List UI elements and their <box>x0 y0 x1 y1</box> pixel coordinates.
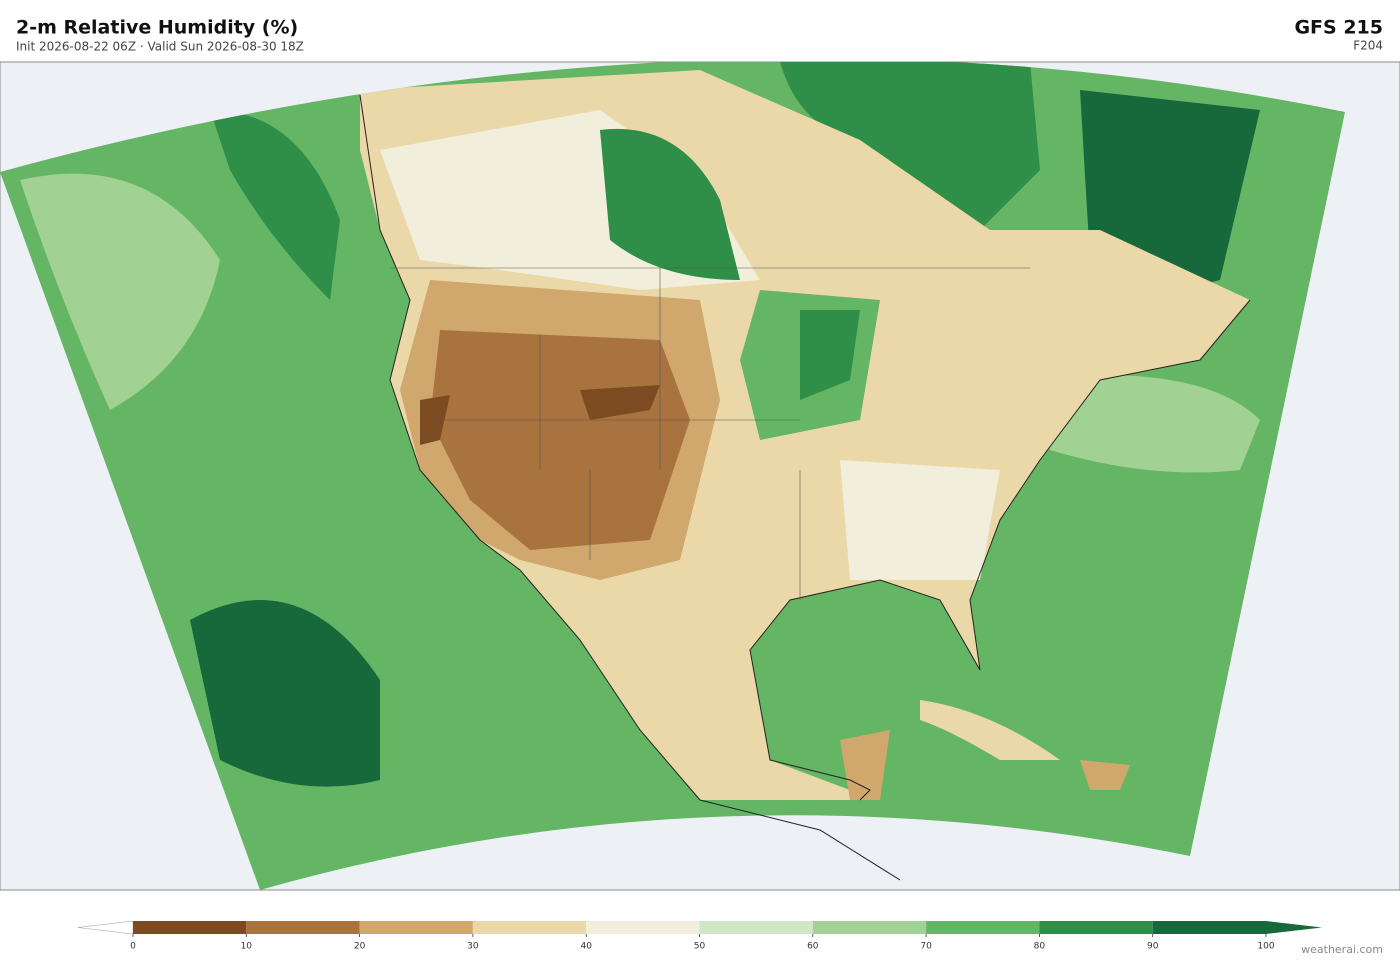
colorbar-tick-label: 100 <box>1257 942 1274 952</box>
colorbar-tick-label: 80 <box>1034 942 1046 952</box>
colorbar: 0 10 20 30 40 50 60 70 80 90 100 <box>77 920 1322 952</box>
model-label: GFS 215 <box>1294 17 1383 39</box>
colorbar-segment <box>699 921 813 934</box>
colorbar-segment <box>246 921 360 934</box>
boundaries <box>390 267 1030 600</box>
colorbar-tick-label: 40 <box>580 942 592 952</box>
forecast-hour: F204 <box>1353 39 1383 53</box>
colorbar-tick-label: 10 <box>241 942 253 952</box>
colorbar-segment <box>472 921 587 934</box>
colorbar-under <box>77 920 134 935</box>
coastline <box>359 94 1251 881</box>
colorbar-segment <box>133 921 247 934</box>
colorbar-tick-label: 0 <box>130 942 136 952</box>
colorbar-segment <box>359 921 473 934</box>
colorbar-segment <box>1039 921 1153 934</box>
colorbar-over <box>1266 921 1322 934</box>
colorbar-segment <box>812 921 927 934</box>
credit: weatherai.com <box>1301 943 1383 956</box>
colorbar-tick-label: 90 <box>1147 942 1159 952</box>
colorbar-tick-label: 60 <box>807 942 819 952</box>
subtitle: Init 2026-08-22 06Z · Valid Sun 2026-08-… <box>16 40 304 54</box>
colorbar-segment <box>1152 921 1266 934</box>
colorbar-tick-label: 30 <box>467 942 479 952</box>
colorbar-tick-label: 20 <box>354 942 366 952</box>
colorbar-tick-label: 70 <box>920 942 932 952</box>
title: 2-m Relative Humidity (%) <box>16 17 298 39</box>
colorbar-tick-label: 50 <box>694 942 706 952</box>
colorbar-segment <box>586 921 700 934</box>
colorbar-segment <box>926 921 1040 934</box>
